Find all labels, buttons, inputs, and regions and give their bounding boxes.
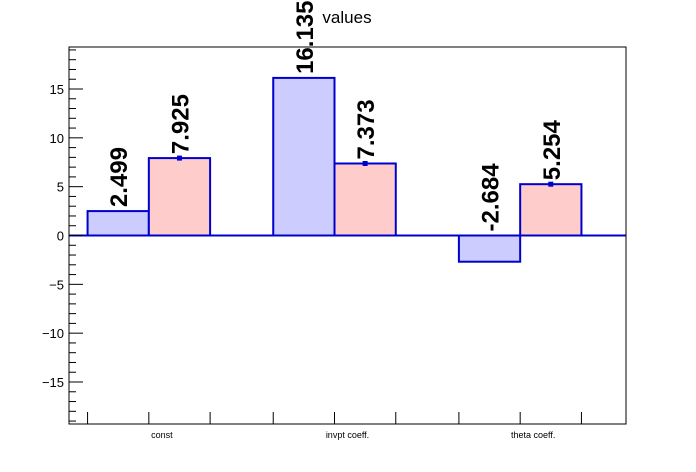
bar-theta-coeff--series-2 (519, 183, 583, 237)
chart-title: values (322, 8, 371, 27)
x-category-label: const (151, 430, 173, 440)
error-marker (362, 160, 368, 166)
bar-const-series-1 (86, 210, 150, 237)
data-label: -2.684 (478, 163, 505, 232)
x-category-label: theta coeff. (511, 430, 555, 440)
data-labels: 2.499 16.135 -2.684 7.925 7.373 5.254 (106, 1, 566, 232)
y-tick-label: 10 (50, 131, 64, 146)
y-axis: −15 −10 −5 0 5 10 15 (42, 49, 83, 422)
data-label: 16.135 (292, 1, 319, 74)
data-label: 7.373 (353, 99, 380, 159)
data-label: 2.499 (106, 147, 133, 207)
x-axis: const invpt coeff. theta coeff. (87, 412, 582, 440)
error-marker (548, 181, 554, 187)
y-tick-label: −15 (42, 375, 64, 390)
y-tick-label: 0 (57, 229, 64, 244)
y-tick-label: 5 (57, 180, 64, 195)
bar-invpt-coeff--series-2 (333, 162, 397, 237)
error-marker (176, 155, 182, 161)
y-tick-label: 15 (50, 82, 64, 97)
plot-area (69, 76, 626, 263)
bar-theta-coeff--series-1 (457, 234, 522, 263)
data-label: 5.254 (539, 119, 566, 180)
bar-invpt-coeff--series-1 (272, 76, 336, 237)
data-label: 7.925 (167, 94, 194, 154)
bar-const-series-2 (147, 157, 212, 237)
y-tick-label: −5 (49, 277, 64, 292)
y-tick-label: −10 (42, 326, 64, 341)
x-category-label: invpt coeff. (326, 430, 369, 440)
